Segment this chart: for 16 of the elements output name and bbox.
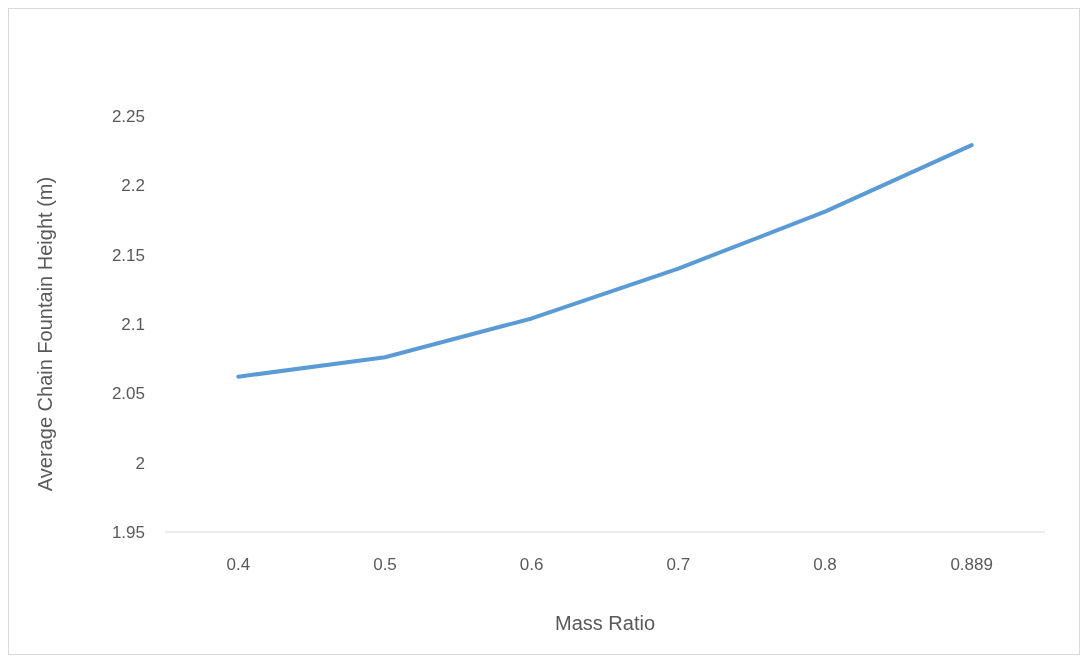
- x-tick-label: 0.4: [226, 555, 251, 574]
- x-axis-title: Mass Ratio: [554, 612, 656, 634]
- x-tick-label: 0.8: [813, 555, 837, 574]
- y-axis-title: Average Chain Fountain Height (m): [34, 176, 56, 492]
- x-tick-label: 0.7: [666, 555, 691, 574]
- y-tick-label: 2.15: [111, 245, 145, 265]
- x-tick-label: 0.889: [950, 555, 993, 574]
- y-tick-label: 2.2: [121, 176, 145, 196]
- y-tick-label: 2.05: [111, 384, 145, 404]
- y-tick-label: 2.1: [121, 314, 145, 334]
- x-tick-label: 0.5: [373, 555, 397, 574]
- y-tick-label: 2.25: [111, 106, 145, 126]
- line-series: [236, 143, 974, 379]
- x-tick-label: 0.6: [519, 555, 544, 574]
- y-tick-label: 2: [135, 453, 145, 473]
- y-tick-label: 1.95: [111, 522, 145, 542]
